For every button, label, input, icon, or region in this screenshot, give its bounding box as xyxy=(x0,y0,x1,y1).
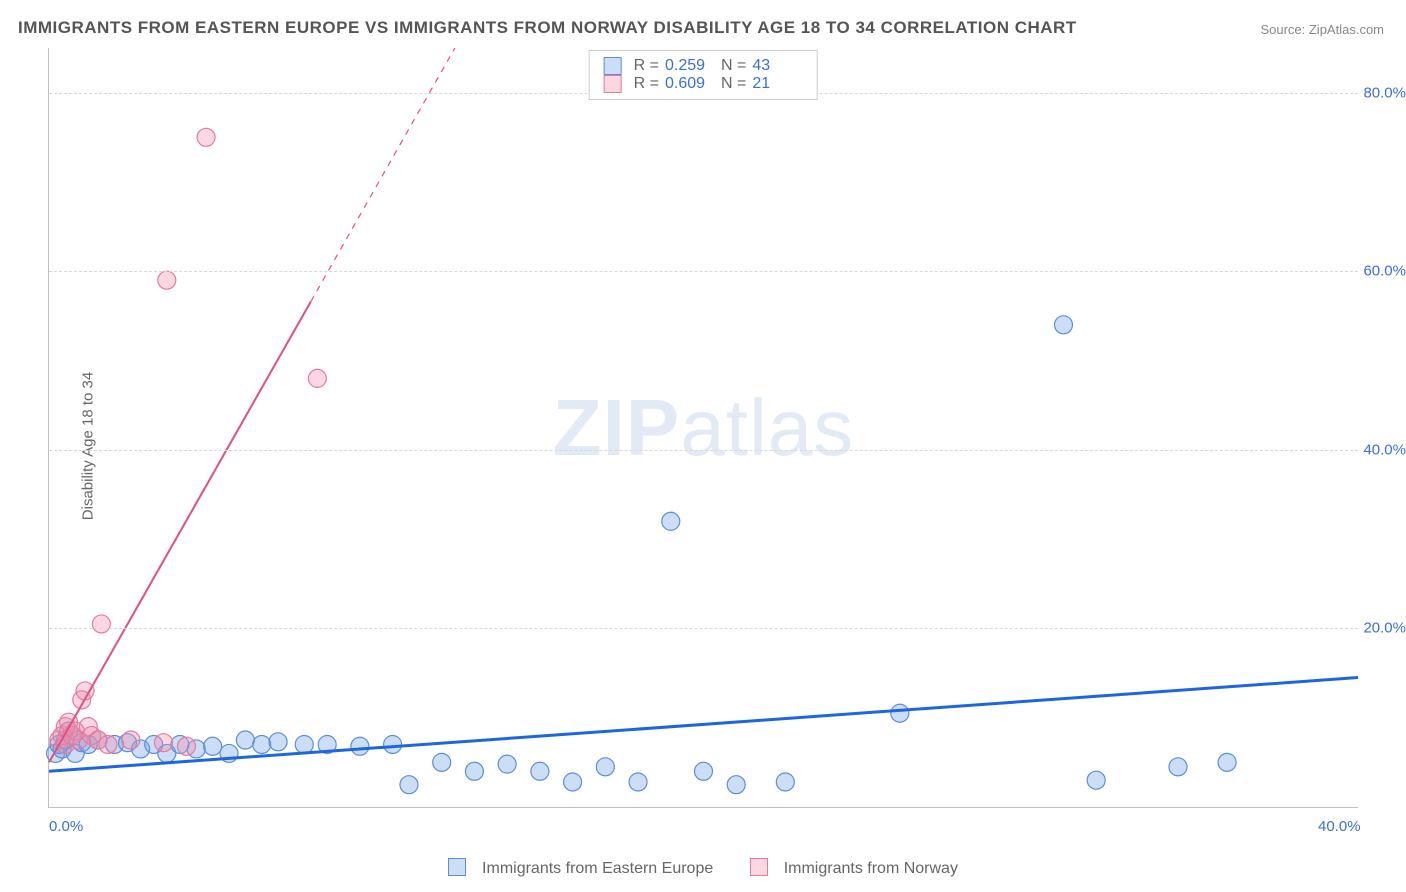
legend-n-value-0: 43 xyxy=(752,57,802,75)
trend-line-blue xyxy=(49,678,1358,772)
data-point xyxy=(1169,758,1187,776)
series-legend: Immigrants from Eastern Europe Immigrant… xyxy=(0,858,1406,878)
legend-n-label: N = xyxy=(721,57,746,75)
data-point xyxy=(1054,316,1072,334)
legend-r-value-0: 0.259 xyxy=(665,57,715,75)
data-point xyxy=(400,776,418,794)
data-point xyxy=(465,762,483,780)
data-point xyxy=(531,762,549,780)
data-point xyxy=(236,731,254,749)
series-legend-item-0: Immigrants from Eastern Europe xyxy=(440,860,726,877)
x-tick-label: 0.0% xyxy=(49,818,83,835)
data-point xyxy=(695,762,713,780)
legend-r-value-1: 0.609 xyxy=(665,75,715,93)
data-point xyxy=(204,737,222,755)
series-name-1: Immigrants from Norway xyxy=(784,860,958,877)
data-point xyxy=(253,735,271,753)
y-tick-label: 20.0% xyxy=(1346,620,1406,637)
y-tick-label: 40.0% xyxy=(1346,441,1406,458)
stats-legend-row-0: R = 0.259 N = 43 xyxy=(604,57,803,75)
data-point xyxy=(158,271,176,289)
source-attribution: Source: ZipAtlas.com xyxy=(1260,22,1384,37)
legend-swatch-blue xyxy=(604,57,622,75)
grid-line xyxy=(49,450,1358,451)
plot-area: ZIPatlas 20.0%40.0%60.0%80.0%0.0%40.0% xyxy=(48,48,1358,808)
x-tick-label: 40.0% xyxy=(1318,818,1361,835)
chart-title: IMMIGRANTS FROM EASTERN EUROPE VS IMMIGR… xyxy=(18,18,1077,38)
data-point xyxy=(384,735,402,753)
y-tick-label: 80.0% xyxy=(1346,84,1406,101)
legend-swatch-pink xyxy=(604,75,622,93)
data-point xyxy=(92,615,110,633)
grid-line xyxy=(49,271,1358,272)
legend-r-label: R = xyxy=(634,75,659,93)
chart-svg xyxy=(49,48,1358,807)
data-point xyxy=(295,735,313,753)
trend-line-pink-dashed xyxy=(311,48,455,302)
data-point xyxy=(776,773,794,791)
data-point xyxy=(155,734,173,752)
trend-line-pink xyxy=(49,302,311,763)
data-point xyxy=(99,735,117,753)
data-point xyxy=(891,704,909,722)
series-name-0: Immigrants from Eastern Europe xyxy=(482,860,713,877)
data-point xyxy=(596,758,614,776)
y-tick-label: 60.0% xyxy=(1346,263,1406,280)
data-point xyxy=(197,128,215,146)
legend-n-label: N = xyxy=(721,75,746,93)
stats-legend: R = 0.259 N = 43 R = 0.609 N = 21 xyxy=(589,50,818,100)
data-point xyxy=(433,753,451,771)
data-point xyxy=(1218,753,1236,771)
stats-legend-row-1: R = 0.609 N = 21 xyxy=(604,75,803,93)
legend-n-value-1: 21 xyxy=(752,75,802,93)
data-point xyxy=(351,737,369,755)
data-point xyxy=(1087,771,1105,789)
data-point xyxy=(498,755,516,773)
series-legend-item-1: Immigrants from Norway xyxy=(742,860,966,877)
data-point xyxy=(662,512,680,530)
legend-r-label: R = xyxy=(634,57,659,75)
legend-swatch-pink xyxy=(750,858,768,876)
data-point xyxy=(727,776,745,794)
data-point xyxy=(308,369,326,387)
data-point xyxy=(269,733,287,751)
legend-swatch-blue xyxy=(448,858,466,876)
data-point xyxy=(177,737,195,755)
grid-line xyxy=(49,628,1358,629)
data-point xyxy=(122,731,140,749)
data-point xyxy=(564,773,582,791)
data-point xyxy=(629,773,647,791)
